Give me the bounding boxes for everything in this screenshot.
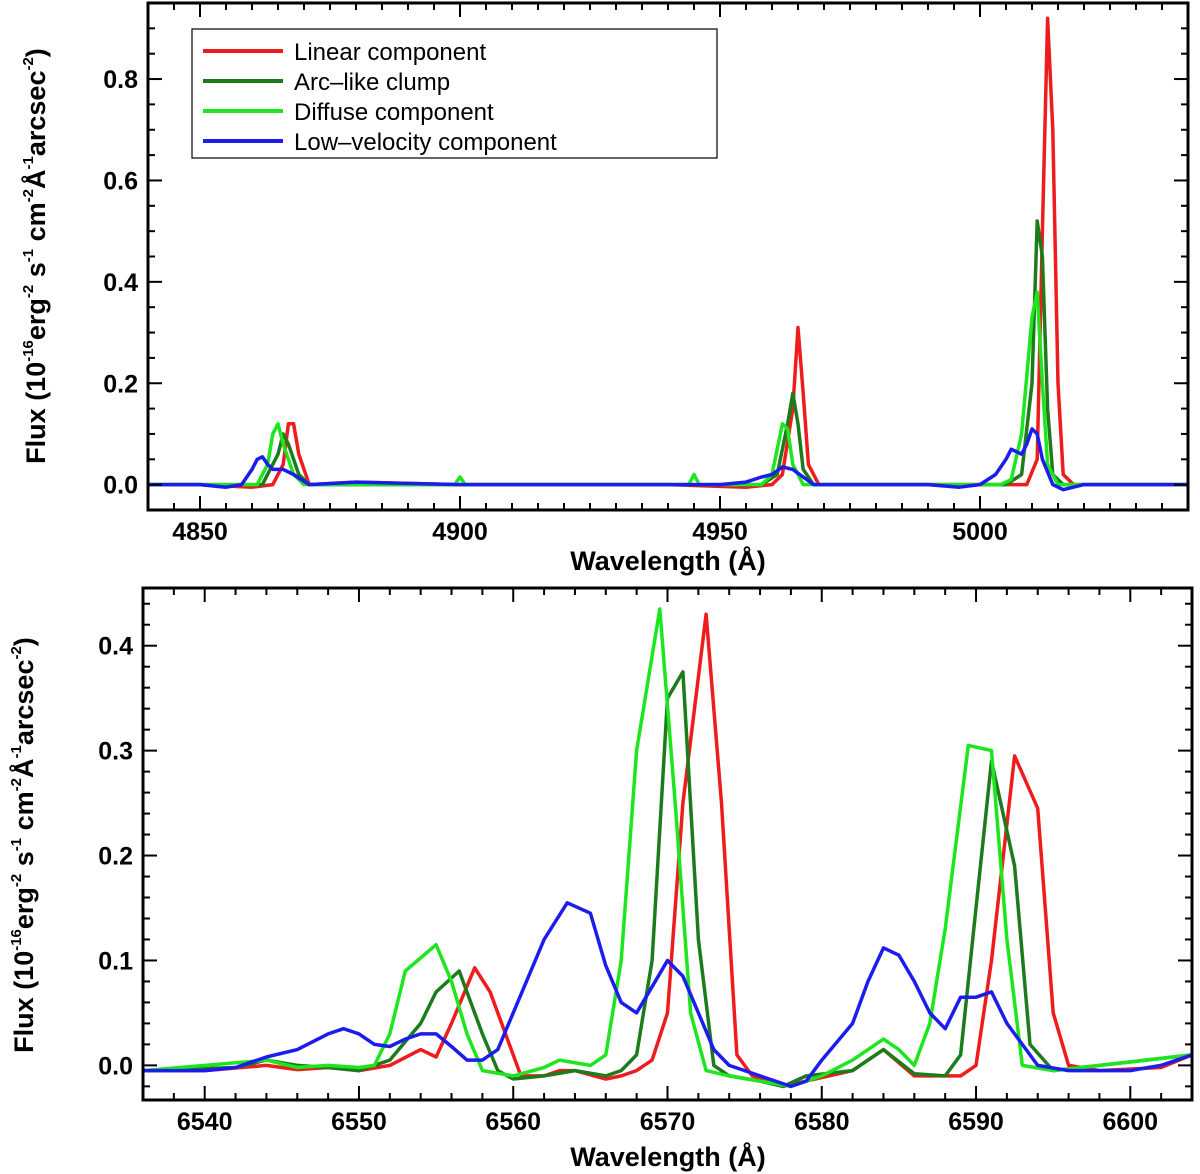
top-y-tick-label: 0.0 — [103, 472, 138, 500]
top-y-tick-label: 0.2 — [103, 370, 138, 398]
bottom-series-diffuse-component-line — [143, 607, 1192, 1089]
bottom-y-tick-label: 0.0 — [98, 1052, 133, 1080]
bottom-x-tick-label: 6600 — [1102, 1108, 1158, 1136]
legend: Linear component Arc–like clump Diffuse … — [191, 28, 718, 159]
top-x-tick-label: 4900 — [432, 518, 488, 546]
legend-label-diffuse: Diffuse component — [294, 99, 494, 126]
bottom-y-tick-label: 0.1 — [98, 947, 133, 975]
legend-label-linear: Linear component — [294, 39, 486, 66]
bottom-series-group — [143, 607, 1192, 1089]
top-y-tick-label: 0.8 — [103, 66, 138, 94]
bottom-series-arc-like-clump-line — [143, 670, 1192, 1089]
top-x-tick-label: 4950 — [692, 518, 748, 546]
top-series-arc-like-clump-line — [148, 219, 1188, 487]
bottom-y-tick-label: 0.4 — [98, 633, 133, 661]
top-series-diffuse-component-line — [148, 290, 1188, 487]
bottom-x-tick-label: 6560 — [485, 1108, 541, 1136]
bottom-y-tick-label: 0.2 — [98, 843, 133, 871]
bottom-plot-area: 6540 6550 6560 6570 6580 6590 6600 0.0 0.1 0.2 0.3… — [98, 586, 1194, 1136]
bottom-x-tick-label: 6590 — [948, 1108, 1004, 1136]
bottom-x-tick-label: 6540 — [177, 1108, 233, 1136]
top-y-axis-title: Flux (10-16erg-2 s-1 cm-2Å-1arcsec-2) — [20, 48, 51, 464]
bottom-series-linear-component-line — [143, 612, 1192, 1089]
top-series-group — [148, 16, 1188, 492]
bottom-ticks: 6540 6550 6560 6570 6580 6590 6600 0.0 0.1 0.2 0.3… — [98, 588, 1193, 1136]
bottom-y-axis-title: Flux (10-16erg-2 s-1 cm-2Å-1arcsec-2) — [8, 637, 39, 1053]
top-y-tick-label: 0.6 — [103, 167, 138, 195]
top-x-tick-label: 4850 — [172, 518, 228, 546]
top-series-linear-component-line — [148, 16, 1188, 489]
bottom-x-axis-title: Wavelength (Å) — [570, 1141, 766, 1172]
bottom-x-tick-label: 6580 — [794, 1108, 850, 1136]
top-panel: 4850 4900 4950 5000 0.0 0.2 0.4 0.6 0.8 Waveleng… — [20, 1, 1190, 576]
bottom-y-tick-label: 0.3 — [98, 738, 133, 766]
bottom-x-tick-label: 6570 — [640, 1108, 696, 1136]
bottom-x-tick-label: 6550 — [331, 1108, 387, 1136]
top-series-low-velocity-component-line — [148, 427, 1188, 492]
legend-label-low-velocity: Low–velocity component — [294, 129, 557, 156]
legend-label-arc-like: Arc–like clump — [294, 69, 450, 96]
top-ticks: 4850 4900 4950 5000 0.0 0.2 0.4 0.6 0.8 — [103, 2, 1189, 546]
bottom-series-low-velocity-component-line — [143, 901, 1192, 1089]
bottom-panel: 6540 6550 6560 6570 6580 6590 6600 0.0 0.1 0.2 0.3… — [8, 586, 1194, 1172]
top-x-axis-title: Wavelength (Å) — [570, 545, 766, 576]
top-plot-area: 4850 4900 4950 5000 0.0 0.2 0.4 0.6 0.8 — [103, 1, 1190, 546]
top-x-tick-label: 5000 — [952, 518, 1008, 546]
top-y-tick-label: 0.4 — [103, 269, 138, 297]
